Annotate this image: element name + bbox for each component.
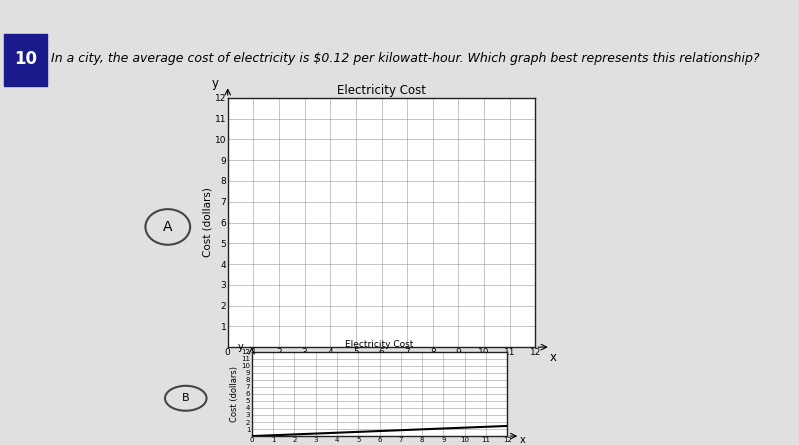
Y-axis label: Cost (dollars): Cost (dollars) (202, 187, 212, 258)
X-axis label: Kilowatt-Hours Used: Kilowatt-Hours Used (328, 360, 435, 370)
Text: A: A (163, 220, 173, 234)
Title: Electricity Cost: Electricity Cost (345, 340, 414, 349)
Text: B: B (182, 393, 189, 403)
Text: 10: 10 (14, 50, 37, 68)
Text: y: y (238, 342, 244, 352)
Text: In a city, the average cost of electricity is $0.12 per kilowatt-hour. Which gra: In a city, the average cost of electrici… (51, 53, 760, 65)
FancyBboxPatch shape (4, 34, 47, 86)
Y-axis label: Cost (dollars): Cost (dollars) (229, 366, 239, 422)
Text: y: y (212, 77, 218, 90)
Text: x: x (550, 351, 557, 364)
Text: x: x (519, 435, 525, 445)
Title: Electricity Cost: Electricity Cost (337, 84, 426, 97)
